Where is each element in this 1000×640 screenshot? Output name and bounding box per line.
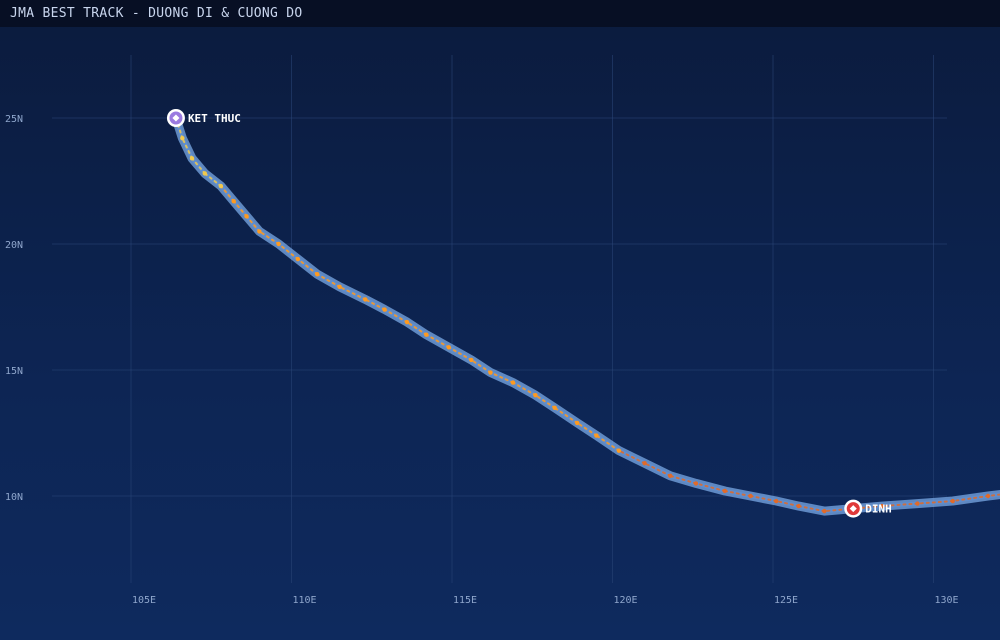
track-segment <box>203 172 222 188</box>
track-segment <box>749 495 778 503</box>
x-tick-label: 110E <box>292 595 316 606</box>
axis-ticks: 105E110E115E120E125E130E135E140E145E150E… <box>5 114 959 606</box>
track-segment <box>723 489 752 497</box>
track-point <box>822 508 827 514</box>
track-point <box>244 214 249 219</box>
x-tick-label: 125E <box>774 595 798 606</box>
track-segment <box>553 406 579 424</box>
track-point <box>950 498 955 504</box>
track-segment <box>383 308 409 324</box>
markers-group: BAT DAUTHANH BAODINHKET THUC <box>166 109 892 518</box>
track-segment <box>669 474 697 485</box>
track-segment <box>258 230 280 245</box>
track-segment <box>277 243 299 261</box>
track-segment <box>534 394 556 409</box>
track-segment <box>364 298 386 311</box>
track-segment <box>987 493 1000 497</box>
window-title: JMA BEST TRACK - DUONG DI & CUONG DO <box>10 6 303 21</box>
track-point <box>424 332 429 337</box>
track-halo <box>171 113 1000 516</box>
track-segment <box>447 346 473 361</box>
end-marker-label: KET THUC <box>188 112 241 125</box>
track-point <box>488 370 493 375</box>
x-tick-label: 120E <box>613 595 637 606</box>
track-point <box>642 461 647 466</box>
track-segment <box>881 502 919 508</box>
track-point <box>257 229 262 234</box>
track-point <box>616 448 622 453</box>
track-point <box>552 405 557 410</box>
x-tick-label: 130E <box>934 595 958 606</box>
x-tick-label: 105E <box>132 595 156 606</box>
track-segment <box>296 258 319 276</box>
track-segment <box>694 482 726 492</box>
grid-lines <box>52 55 947 583</box>
track-point <box>985 493 991 499</box>
track-point <box>231 198 236 204</box>
track-point <box>879 503 885 509</box>
track-point <box>202 171 208 176</box>
track-point <box>748 493 753 499</box>
track-point <box>337 284 342 290</box>
track-point <box>276 241 281 247</box>
y-tick-label: 10N <box>5 492 23 503</box>
x-tick-label: 115E <box>453 595 477 606</box>
track-segment <box>425 333 450 349</box>
track-point <box>295 256 301 262</box>
end-marker: KET THUC <box>166 109 241 127</box>
track-segment <box>775 500 800 508</box>
track-line <box>173 116 1000 514</box>
track-segment <box>595 434 620 452</box>
track-point <box>363 297 368 302</box>
track-segment <box>181 137 193 160</box>
track-group <box>171 113 1000 516</box>
end-marker-diamond <box>172 114 180 122</box>
track-point <box>774 498 779 504</box>
track-segment <box>511 381 537 397</box>
track-point <box>446 345 451 350</box>
track-point <box>693 481 699 486</box>
track-segment <box>470 358 492 374</box>
track-point <box>382 307 387 312</box>
track-point <box>314 272 320 277</box>
track-point <box>180 135 185 141</box>
y-tick-label: 20N <box>5 240 23 251</box>
title-bar: JMA BEST TRACK - DUONG DI & CUONG DO <box>0 0 1000 27</box>
peak-marker-label: DINH <box>865 503 892 516</box>
track-segment <box>406 321 428 336</box>
track-segment <box>916 500 954 505</box>
track-point <box>594 433 599 438</box>
track-point <box>533 393 538 398</box>
track-point <box>510 380 516 385</box>
track-segment <box>316 273 341 288</box>
track-segment <box>576 421 598 437</box>
track-point <box>574 420 580 426</box>
peak-marker: DINH <box>844 499 892 518</box>
track-point <box>189 156 195 161</box>
track-point <box>469 357 474 363</box>
track-segment <box>797 505 826 513</box>
track-segment <box>823 507 855 513</box>
track-point <box>796 503 801 509</box>
track-segment <box>617 449 646 465</box>
track-point <box>915 501 920 506</box>
track-point <box>218 183 224 189</box>
track-segment <box>643 462 672 477</box>
track-point <box>722 488 728 494</box>
track-point <box>668 473 673 479</box>
y-tick-label: 15N <box>5 366 23 377</box>
track-segment <box>951 495 990 503</box>
track-point <box>404 319 410 325</box>
peak-marker-diamond <box>849 505 857 513</box>
track-segment <box>338 285 367 301</box>
track-segment <box>489 371 514 384</box>
y-tick-label: 25N <box>5 114 23 125</box>
